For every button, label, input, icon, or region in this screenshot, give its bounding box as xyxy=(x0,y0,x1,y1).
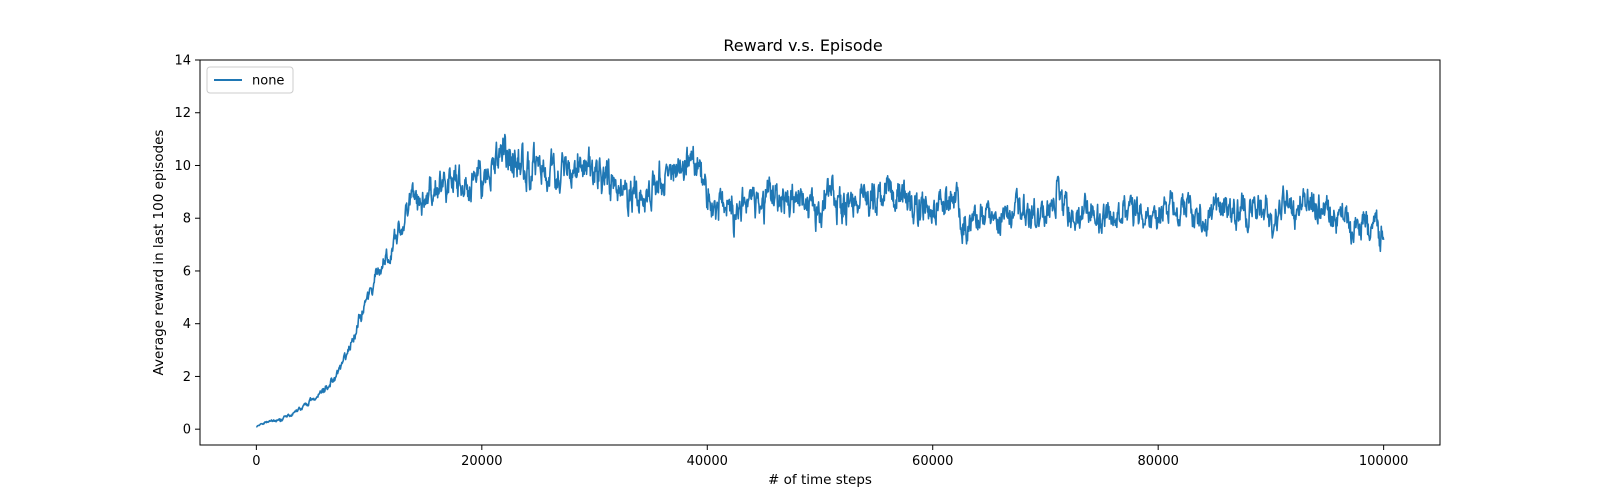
x-tick-label: 100000 xyxy=(1359,454,1409,469)
plot-frame xyxy=(199,59,1441,446)
y-tick-label: 8 xyxy=(183,212,191,227)
y-axis-label: Average reward in last 100 episodes xyxy=(151,130,167,376)
x-tick-label: 60000 xyxy=(912,454,953,469)
y-tick-label: 14 xyxy=(174,54,191,69)
y-tick-label: 0 xyxy=(183,423,191,438)
series-line-none xyxy=(255,133,1385,428)
y-tick-label: 4 xyxy=(183,317,191,332)
legend: none xyxy=(206,66,294,94)
x-tick-label: 40000 xyxy=(687,454,728,469)
plot-area xyxy=(199,59,1441,446)
x-tick-label: 20000 xyxy=(461,454,502,469)
y-tick-label: 2 xyxy=(183,370,191,385)
y-tick-label: 6 xyxy=(183,264,191,279)
x-axis-label: # of time steps xyxy=(768,472,872,488)
y-tick-label: 10 xyxy=(174,159,191,174)
y-axis: 0 2 4 6 8 10 12 14 xyxy=(174,54,200,438)
series-layer xyxy=(255,133,1385,428)
legend-box xyxy=(206,66,294,94)
x-axis: 0 20000 40000 60000 80000 100000 xyxy=(252,445,1408,469)
chart-title: Reward v.s. Episode xyxy=(723,36,882,55)
x-tick-label: 0 xyxy=(252,454,260,469)
x-tick-label: 80000 xyxy=(1138,454,1179,469)
legend-label-none: none xyxy=(252,74,284,89)
y-tick-label: 12 xyxy=(174,106,191,121)
